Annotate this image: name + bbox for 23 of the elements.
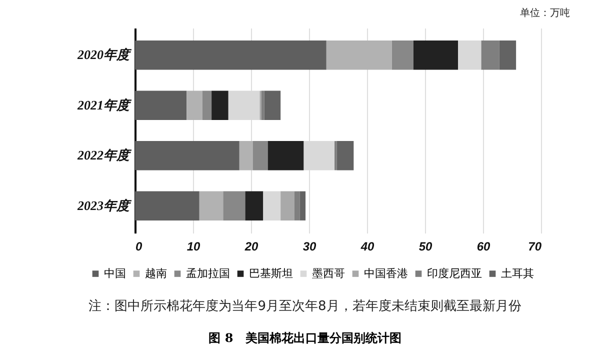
- x-tick-label: 20: [244, 240, 258, 254]
- legend-label: 土耳其: [501, 266, 534, 280]
- y-tick-label: 2022年度: [76, 148, 132, 163]
- legend-label: 巴基斯坦: [249, 266, 293, 280]
- y-tick-label: 2021年度: [76, 97, 132, 112]
- x-tick-label: 10: [186, 240, 200, 254]
- text: 注：图中所示棉花年度为当年9月至次年8月，若年度未结束则截至最新月份: [88, 298, 522, 315]
- x-tick-label: 50: [418, 240, 432, 254]
- legend-label: 印度尼西亚: [427, 266, 482, 280]
- y-tick-label: 2023年度: [76, 198, 132, 213]
- legend-label: 中国: [104, 266, 126, 280]
- legend-label: 越南: [145, 266, 167, 280]
- x-tick-label: 0: [136, 240, 142, 254]
- text: 单位：万吨: [520, 6, 570, 20]
- legend-label: 孟加拉国: [186, 266, 230, 280]
- text: 图 8 美国棉花出口量分国别统计图: [208, 330, 402, 347]
- x-tick-label: 70: [528, 240, 542, 254]
- x-tick-label: 40: [360, 240, 374, 254]
- y-tick-label: 2020年度: [76, 47, 132, 62]
- x-tick-label: 30: [302, 240, 316, 254]
- legend-label: 中国香港: [364, 266, 408, 280]
- x-tick-label: 60: [476, 240, 490, 254]
- legend-label: 墨西哥: [312, 266, 345, 280]
